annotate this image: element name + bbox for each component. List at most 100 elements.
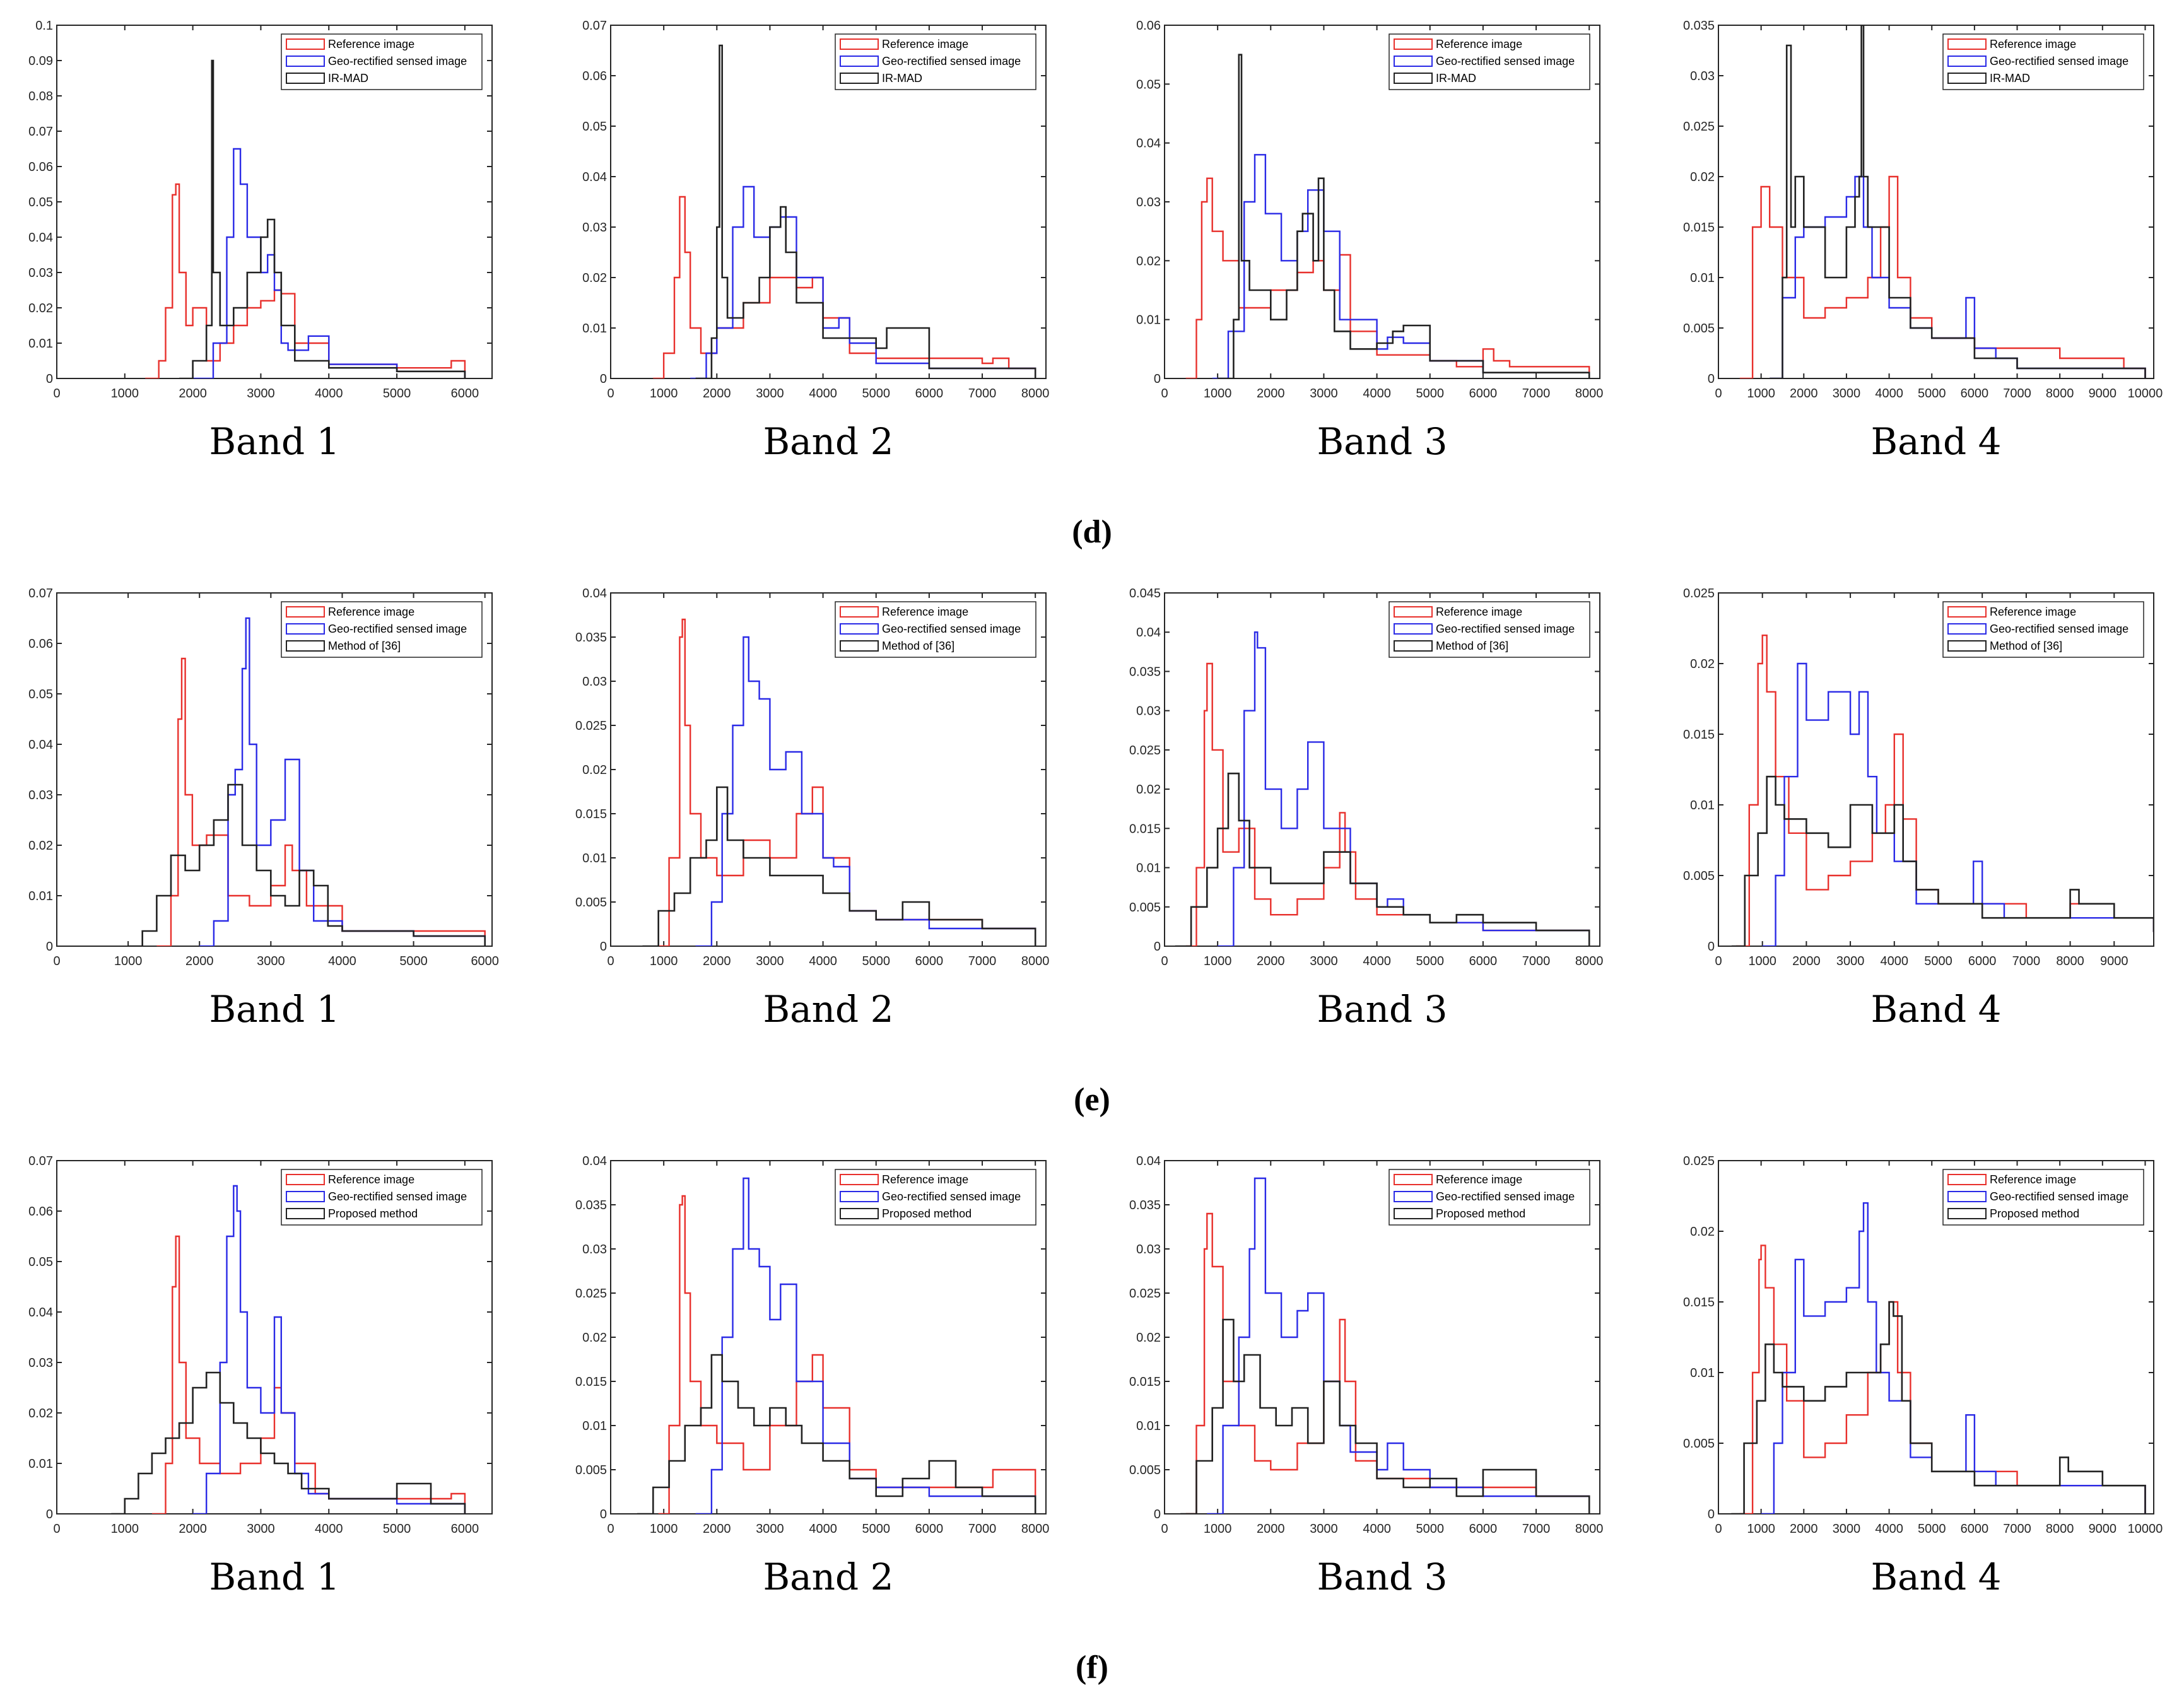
series-line-method-of-36 (1731, 775, 2154, 946)
x-tick-label: 5000 (383, 1522, 411, 1536)
x-tick-label: 2000 (179, 387, 207, 401)
x-tick-label: 5000 (862, 1522, 890, 1536)
chart-e-band-2: 0 1000 2000 3000 4000 5000 6000 7000 8000 0 0.005 0… (575, 587, 1049, 1031)
x-tick-label: 1000 (650, 387, 678, 401)
legend-swatch (1394, 1191, 1433, 1202)
legend-swatch (840, 1208, 879, 1219)
legend-entry: Geo-rectified sensed image (1436, 623, 1575, 635)
y-tick-label: 0.02 (1690, 657, 1715, 671)
y-tick-label: 0.005 (1129, 1463, 1161, 1477)
y-tick-label: 0 (1154, 372, 1161, 386)
panel-label: (e) (1074, 1082, 1110, 1118)
chart-e-band-1: 0 1000 2000 3000 4000 5000 6000 0 0.01 0.02 0.03 0.… (28, 587, 499, 1031)
chart-f-band-4: 0 1000 2000 3000 4000 5000 6000 7000 8000 9000 100… (1683, 1154, 2163, 1598)
y-tick-label: 0.01 (1690, 271, 1715, 285)
legend-swatch (1947, 73, 1987, 84)
chart-d-band-1: 0 1000 2000 3000 4000 5000 6000 0 0.01 0.02 0.03 0.… (28, 19, 493, 463)
y-tick-label: 0.07 (28, 1154, 53, 1168)
x-tick-label: 2000 (179, 1522, 207, 1536)
legend-entry: Proposed method (1990, 1207, 2079, 1220)
x-tick-label: 1000 (1204, 387, 1232, 401)
x-tick-label: 9000 (2089, 387, 2117, 401)
legend-swatch (286, 1191, 325, 1202)
series-line-ir-mad (179, 59, 466, 378)
legend-entry: Reference image (1436, 1173, 1522, 1186)
legend-swatch (286, 56, 325, 67)
legend-swatch (1394, 606, 1433, 618)
x-tick-label: 1000 (1747, 1522, 1775, 1536)
legend: Reference image Geo-rectified sensed imag… (1388, 33, 1590, 90)
band-title: Band 1 (209, 988, 339, 1031)
legend-entry: Reference image (1436, 38, 1522, 50)
y-tick-label: 0.06 (1136, 19, 1161, 33)
x-tick-label: 8000 (1021, 954, 1050, 968)
y-tick-label: 0.07 (28, 125, 53, 139)
y-tick-label: 0.015 (575, 807, 607, 821)
legend: Reference image Geo-rectified sensed imag… (281, 1169, 483, 1226)
x-tick-label: 3000 (1310, 954, 1338, 968)
legend-swatch (1947, 640, 1987, 652)
y-tick-label: 0.04 (1136, 137, 1161, 151)
y-tick-label: 0.02 (582, 763, 607, 777)
legend-swatch (1394, 1174, 1433, 1185)
legend-swatch (1947, 1174, 1987, 1185)
x-tick-label: 3000 (1310, 1522, 1338, 1536)
legend-entry: Geo-rectified sensed image (1436, 55, 1575, 67)
y-tick-label: 0.035 (575, 631, 607, 645)
series-line-reference-image (1735, 635, 2154, 946)
y-tick-label: 0.015 (575, 1375, 607, 1389)
x-tick-label: 4000 (809, 1522, 837, 1536)
legend-box (1388, 601, 1590, 658)
x-tick-label: 2000 (703, 1522, 731, 1536)
y-tick-label: 0.1 (35, 19, 53, 33)
legend-entry: Reference image (1436, 606, 1522, 618)
y-tick-label: 0.02 (28, 302, 53, 315)
legend-box (1388, 33, 1590, 90)
x-tick-label: 6000 (1968, 954, 1997, 968)
series-line-ir-mad (1770, 25, 2146, 378)
y-tick-label: 0 (46, 372, 53, 386)
y-tick-label: 0.035 (575, 1198, 607, 1212)
legend-entry: Method of [36] (1436, 640, 1508, 652)
y-tick-label: 0.09 (28, 54, 53, 68)
legend-swatch (1947, 623, 1987, 635)
series-line-geo-rectified-sensed-image (1762, 662, 2154, 946)
y-tick-label: 0.07 (28, 587, 53, 600)
series-line-method-of-36 (642, 786, 1036, 946)
x-tick-label: 7000 (2003, 1522, 2031, 1536)
x-tick-label: 5000 (1924, 954, 1952, 968)
legend-entry: Method of [36] (328, 640, 401, 652)
y-tick-label: 0 (46, 1508, 53, 1521)
x-tick-label: 0 (607, 1522, 614, 1536)
legend-box (835, 1169, 1036, 1226)
chart-e-band-3: 0 1000 2000 3000 4000 5000 6000 7000 8000 0 0.005 0… (1129, 587, 1603, 1031)
legend-entry: Geo-rectified sensed image (328, 623, 467, 635)
legend-swatch (840, 73, 879, 84)
legend-swatch (286, 606, 325, 618)
y-tick-label: 0.045 (1129, 587, 1161, 600)
x-tick-label: 5000 (862, 387, 890, 401)
legend-entry: Reference image (328, 1173, 414, 1186)
series-line-geo-rectified-sensed-image (1761, 1202, 2146, 1514)
y-tick-label: 0.015 (1129, 1375, 1161, 1389)
y-tick-label: 0.02 (28, 1407, 53, 1421)
x-tick-label: 2000 (1790, 1522, 1818, 1536)
series-line-proposed-method (637, 1354, 1036, 1514)
x-tick-label: 3000 (1310, 387, 1338, 401)
legend-entry: Geo-rectified sensed image (1990, 55, 2128, 67)
x-tick-label: 0 (1715, 954, 1722, 968)
legend-swatch (1394, 1208, 1433, 1219)
y-tick-label: 0.01 (582, 1419, 607, 1433)
series-line-reference-image (653, 196, 1036, 378)
x-tick-label: 2000 (1790, 387, 1818, 401)
legend-swatch (286, 1174, 325, 1185)
chart-d-band-2: 0 1000 2000 3000 4000 5000 6000 7000 8000 0 0.01 0.… (582, 19, 1049, 463)
legend-swatch (840, 56, 879, 67)
x-tick-label: 0 (1161, 1522, 1168, 1536)
x-tick-label: 6000 (451, 387, 479, 401)
x-tick-label: 1000 (1748, 954, 1776, 968)
y-tick-label: 0.01 (1690, 1366, 1715, 1380)
x-tick-label: 9000 (2100, 954, 2128, 968)
x-tick-label: 8000 (1575, 387, 1604, 401)
